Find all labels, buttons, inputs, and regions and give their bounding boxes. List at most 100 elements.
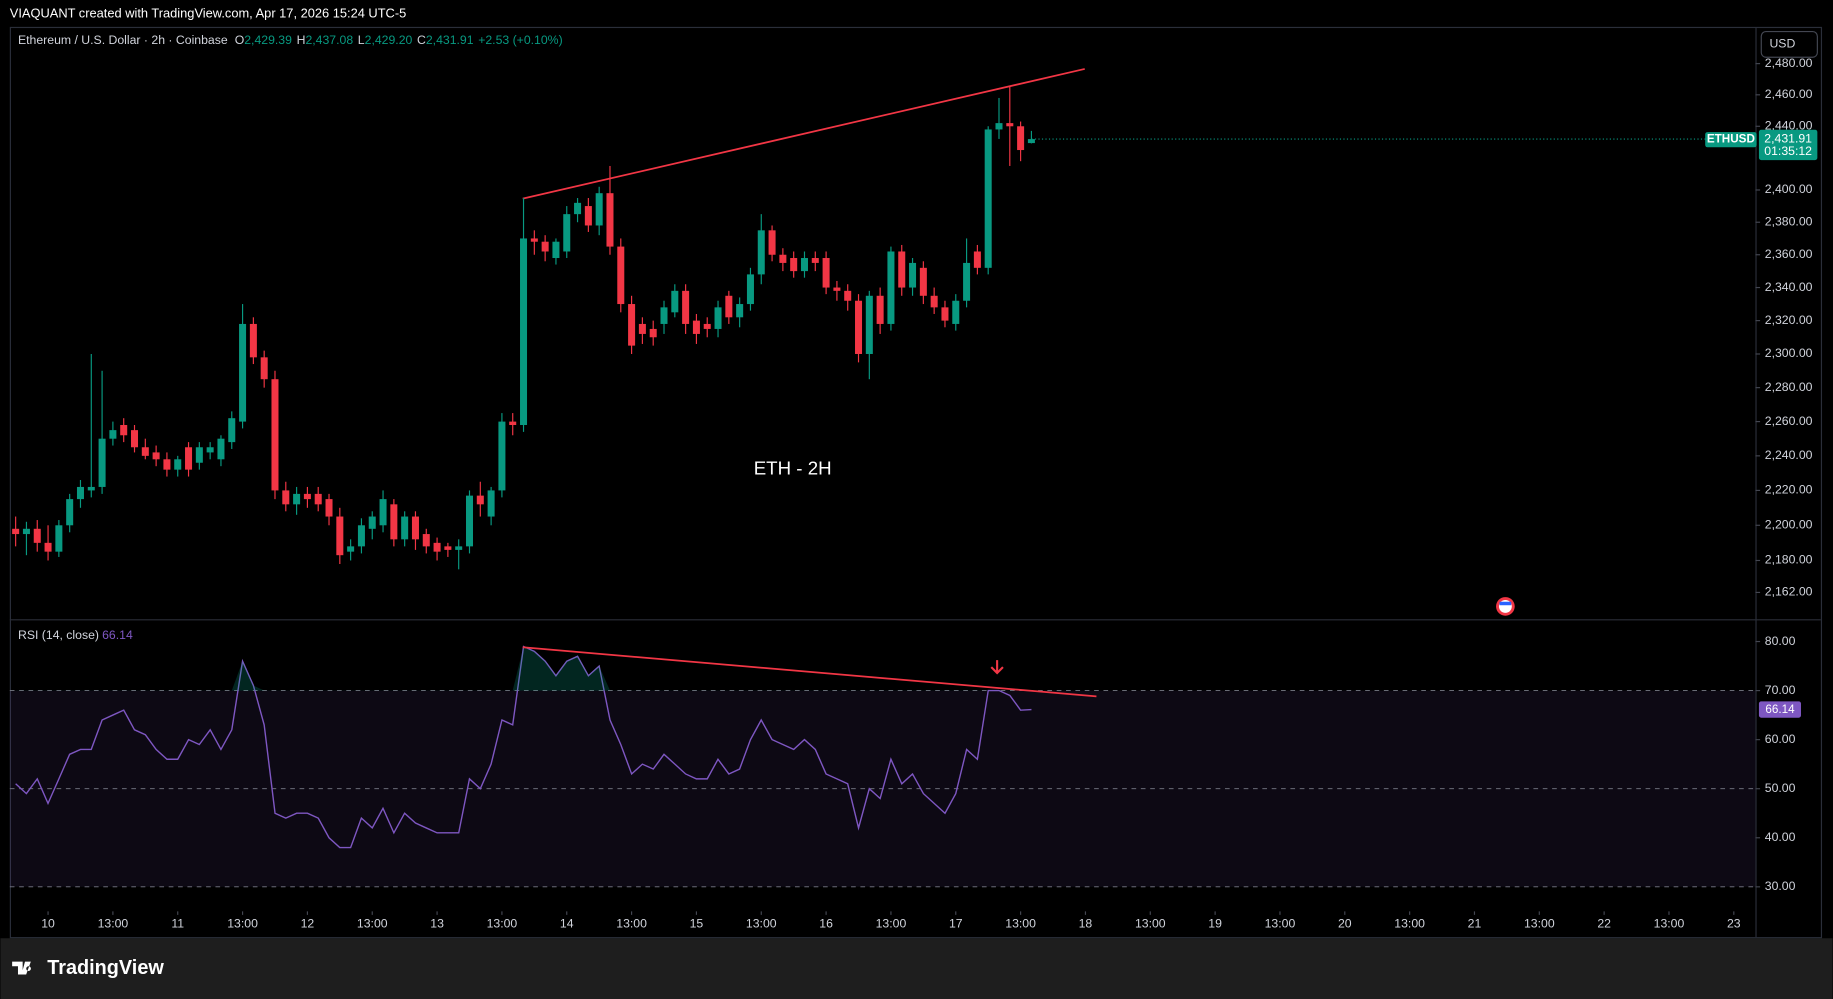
- candle-body: [822, 258, 830, 288]
- y-tick-label: 30.00: [1765, 879, 1796, 893]
- candle-body: [952, 300, 960, 324]
- y-tick-label: 2,360.00: [1765, 247, 1813, 261]
- candle-body: [844, 290, 852, 301]
- candle-body: [1006, 123, 1014, 127]
- candle-body: [379, 499, 387, 526]
- change: +2.53 (+0.10%): [478, 33, 562, 47]
- candle-body: [779, 254, 787, 263]
- candle-body: [574, 202, 582, 215]
- candle-body: [714, 307, 722, 329]
- logo: TradingView: [12, 957, 164, 979]
- y-tick-label: 70.00: [1765, 683, 1796, 697]
- candle-body: [76, 486, 84, 500]
- x-tick-label: 15: [690, 916, 704, 930]
- frame: [9, 26, 1823, 939]
- ohlc-key: H: [297, 33, 306, 47]
- candle-body: [671, 290, 679, 313]
- candle-body: [649, 328, 657, 338]
- currency-button[interactable]: [1760, 30, 1818, 58]
- x-tick-label: 17: [949, 916, 963, 930]
- candle-body: [498, 421, 506, 491]
- ohlc-value: 2,431.91: [426, 33, 474, 47]
- candle-body: [131, 430, 139, 448]
- candle-body: [833, 287, 841, 291]
- y-tick-label: 2,260.00: [1765, 414, 1813, 428]
- candle-body: [887, 251, 895, 324]
- candle-body: [768, 230, 776, 255]
- candle-body: [152, 452, 160, 460]
- x-tick-label: 14: [560, 916, 574, 930]
- candle-body: [33, 528, 41, 543]
- candle-body: [444, 546, 452, 550]
- candle-body: [476, 495, 484, 505]
- x-tick-label: 20: [1338, 916, 1352, 930]
- y-tick-label: 2,340.00: [1765, 280, 1813, 294]
- footer: [0, 938, 1833, 999]
- rsi-arrow: [990, 660, 1004, 675]
- candle-body: [368, 516, 376, 529]
- x-tick-label: 13:00: [876, 916, 907, 930]
- x-tick-label: 19: [1208, 916, 1222, 930]
- candle-body: [206, 447, 214, 453]
- x-tick-label: 13:00: [357, 916, 388, 930]
- candle-body: [260, 357, 268, 380]
- currency-label: USD: [1769, 37, 1795, 51]
- candle-body: [98, 438, 106, 487]
- x-tick-label: 13:00: [227, 916, 258, 930]
- x-tick-label: 13:00: [746, 916, 777, 930]
- candle-body: [909, 262, 917, 288]
- y-tick-label: 2,300.00: [1765, 346, 1813, 360]
- rsi-line: [15, 645, 1032, 849]
- candle-body: [487, 490, 495, 517]
- x-tick-label: 13: [430, 916, 444, 930]
- symbol-title: Ethereum / U.S. Dollar · 2h · Coinbase: [18, 33, 228, 47]
- candle-body: [973, 251, 981, 268]
- price-tag-text: 2,431.91: [1764, 131, 1812, 145]
- candle-body: [174, 459, 182, 470]
- x-tick-label: 13:00: [616, 916, 647, 930]
- rsi-tag: [1758, 701, 1801, 718]
- x-tick-label: 11: [171, 916, 184, 930]
- x-tick-label: 10: [41, 916, 55, 930]
- candle-body: [401, 516, 409, 540]
- candle-body: [746, 274, 754, 305]
- candle-body: [692, 320, 700, 334]
- candle-body: [898, 251, 906, 288]
- candle-body: [217, 438, 225, 460]
- candle-body: [314, 493, 322, 505]
- candle-body: [995, 123, 1003, 130]
- ohlc-value: 2,437.08: [305, 33, 353, 47]
- rsi-value: 66.14: [102, 628, 133, 642]
- candle-body: [163, 459, 171, 470]
- candle-body: [1027, 139, 1035, 144]
- x-tick-label: 13:00: [1005, 916, 1036, 930]
- candle-body: [736, 304, 744, 318]
- rsi-trend-line: [522, 646, 1097, 698]
- ohlc-value: 2,429.20: [365, 33, 413, 47]
- candle-body: [109, 430, 117, 439]
- y-tick-label: 2,400.00: [1765, 182, 1813, 196]
- logo-icon: [12, 961, 31, 975]
- candle-body: [465, 495, 474, 547]
- rsi-title: RSI (14, close): [18, 628, 99, 642]
- y-tick-label: 2,480.00: [1765, 56, 1813, 70]
- y-tick-label: 2,200.00: [1765, 518, 1813, 532]
- candle-body: [919, 267, 927, 296]
- candle-body: [455, 546, 463, 550]
- candle-body: [984, 129, 992, 268]
- y-tick-label: 80.00: [1765, 634, 1796, 648]
- event-icon: [1496, 597, 1515, 616]
- legend-header: Ethereum / U.S. Dollar · 2h · Coinbase O 2…: [18, 33, 563, 642]
- y-tick-label: 50.00: [1765, 781, 1796, 795]
- credit: VIAQUANT created with TradingView.com, A…: [10, 5, 406, 20]
- candle-body: [22, 528, 30, 535]
- y-tick-label: 40.00: [1765, 830, 1796, 844]
- candle-body: [422, 534, 430, 547]
- candle-body: [325, 499, 333, 517]
- candle-body: [725, 295, 733, 318]
- candle-body: [185, 447, 193, 470]
- countdown-text: 01:35:12: [1764, 144, 1812, 158]
- candle-body: [963, 262, 971, 301]
